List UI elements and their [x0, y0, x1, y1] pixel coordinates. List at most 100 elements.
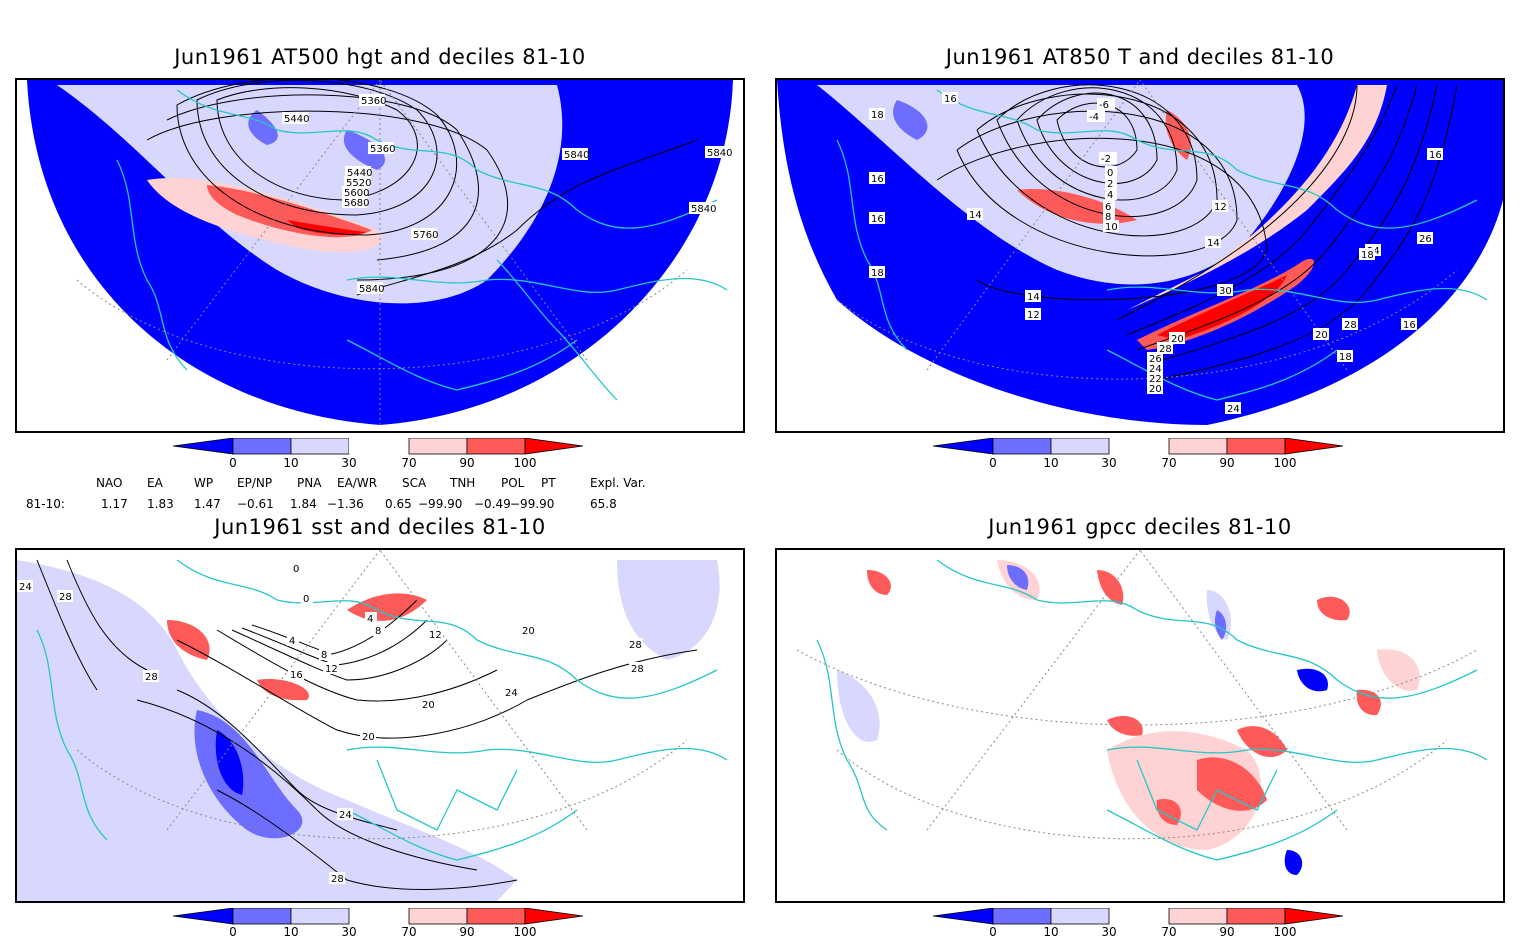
index-header: NAO — [96, 476, 123, 490]
map-panel-sst: 24 28 28 0 0 4 8 12 16 20 24 28 12 20 24… — [15, 548, 745, 903]
contour-label: 4 — [289, 636, 295, 647]
contour-label: 20 — [1171, 334, 1184, 345]
contour-label: 5360 — [370, 144, 395, 155]
decile-fill-10-30 — [343, 130, 386, 170]
colorbar-tick: 100 — [1273, 925, 1297, 939]
contour-label: -6 — [1099, 100, 1109, 111]
contour-label: 2 — [1107, 179, 1113, 190]
contour-label: 20 — [522, 626, 535, 637]
index-header: WP — [194, 476, 214, 490]
colorbar-tick: 90 — [459, 456, 475, 470]
contour-label: 22 — [1149, 374, 1162, 385]
index-row-label: 81-10: — [26, 497, 65, 511]
panel-title-t850: Jun1961 AT850 T and deciles 81-10 — [945, 45, 1335, 69]
panel-title-hgt500: Jun1961 AT500 hgt and deciles 81-10 — [174, 45, 586, 69]
index-value: −1.36 — [327, 497, 364, 511]
contour-label: 28 — [331, 874, 344, 885]
index-value: 1.83 — [147, 497, 174, 511]
contour-label: 8 — [1105, 212, 1111, 223]
decile-fill-10-30 — [893, 100, 928, 140]
contour-label: 24 — [19, 582, 32, 593]
contour-label: 5440 — [284, 114, 309, 125]
colorbar-tick: 100 — [1273, 456, 1297, 470]
index-header: SCA — [402, 476, 427, 490]
contour-label: 4 — [1107, 190, 1113, 201]
colorbar-tick: 10 — [283, 925, 299, 939]
contour-label: 5840 — [707, 148, 732, 159]
contour-label: 16 — [1403, 320, 1416, 331]
graticule — [76, 550, 688, 840]
coastlines — [816, 559, 1488, 861]
index-header: EA — [147, 476, 163, 490]
colorbar-tick: 0 — [229, 456, 237, 470]
decile-fill-90-100 — [167, 620, 210, 660]
index-header: POL — [501, 476, 525, 490]
decile-fill-neutral — [617, 560, 720, 660]
decile-fill-top — [287, 220, 367, 235]
index-value: 0.65 — [385, 497, 412, 511]
colorbar-tick: 0 — [229, 925, 237, 939]
precip-decile-patches — [837, 560, 1420, 875]
contour-label: 0 — [303, 594, 309, 605]
contour-label: -4 — [1089, 112, 1099, 123]
index-value: 1.84 — [290, 497, 317, 511]
contour-label: 12 — [1027, 310, 1040, 321]
contour-label: 5840 — [564, 150, 589, 161]
contour-label: 18 — [871, 110, 884, 121]
contour-label: 20 — [1149, 384, 1162, 395]
decile-fill-90-100 — [1165, 110, 1191, 160]
colorbar-tick: 90 — [1219, 925, 1235, 939]
colorbar-tick: 10 — [283, 456, 299, 470]
index-value: −0.49 — [474, 497, 511, 511]
colorbar-tick: 30 — [341, 925, 357, 939]
decile-fill-90-100 — [207, 185, 372, 238]
contour-label: 16 — [871, 214, 884, 225]
decile-fill-neutral — [17, 560, 517, 901]
colorbar-tick: 90 — [459, 925, 475, 939]
map-panel-gpcc — [775, 548, 1505, 903]
contour-label: 8 — [375, 626, 381, 637]
contour-label: 4 — [367, 614, 373, 625]
index-value: 1.17 — [101, 497, 128, 511]
contour-label: 8 — [321, 650, 327, 661]
colorbar-tick: 10 — [1043, 456, 1059, 470]
index-value: −0.61 — [237, 497, 274, 511]
contour-label: 24 — [1149, 364, 1162, 375]
contour-label: 5840 — [359, 284, 384, 295]
contour-label: 10 — [1105, 222, 1118, 233]
colorbar-tick: 30 — [1101, 456, 1117, 470]
height-contours — [146, 80, 698, 296]
index-header: EP/NP — [237, 476, 273, 490]
contour-label: 28 — [145, 672, 158, 683]
contour-label: 5760 — [413, 230, 438, 241]
contour-label-group: 16 18 -6 -4 -2 0 2 4 6 8 10 12 14 16 18 … — [869, 92, 1443, 415]
index-value: 1.47 — [194, 497, 221, 511]
colorbar-tick: 100 — [513, 456, 537, 470]
decile-fill-70-90 — [1127, 85, 1387, 310]
contour-label: 26 — [1419, 234, 1432, 245]
colorbar-tick: 0 — [989, 456, 997, 470]
contour-label: 0 — [1107, 168, 1113, 179]
colorbar-tick: 0 — [989, 925, 997, 939]
colorbar-tick: 70 — [1161, 456, 1177, 470]
contour-label: 18 — [871, 268, 884, 279]
contour-label: 20 — [1315, 330, 1328, 341]
contour-label: 5520 — [346, 178, 371, 189]
colorbar-tick: 10 — [1043, 925, 1059, 939]
map-panel-t850: 16 18 -6 -4 -2 0 2 4 6 8 10 12 14 16 18 … — [775, 78, 1505, 433]
colorbar-tick: 90 — [1219, 456, 1235, 470]
colorbar-tick: 70 — [401, 456, 417, 470]
contour-label: 5840 — [691, 204, 716, 215]
index-header: PNA — [297, 476, 322, 490]
decile-fill-10-30 — [248, 110, 278, 145]
contour-label: 12 — [429, 630, 442, 641]
coastlines — [36, 559, 728, 861]
contour-label: 5440 — [347, 168, 372, 179]
colorbar-t850 — [933, 438, 1344, 455]
map-hgt500: 5360 5440 5360 5440 5520 5600 5680 5760 … — [27, 80, 733, 425]
index-header: EA/WR — [337, 476, 378, 490]
colorbar-hgt500 — [173, 438, 584, 455]
contour-label: 16 — [944, 94, 957, 105]
contour-label: 12 — [325, 664, 338, 675]
map-gpcc — [777, 550, 1503, 901]
